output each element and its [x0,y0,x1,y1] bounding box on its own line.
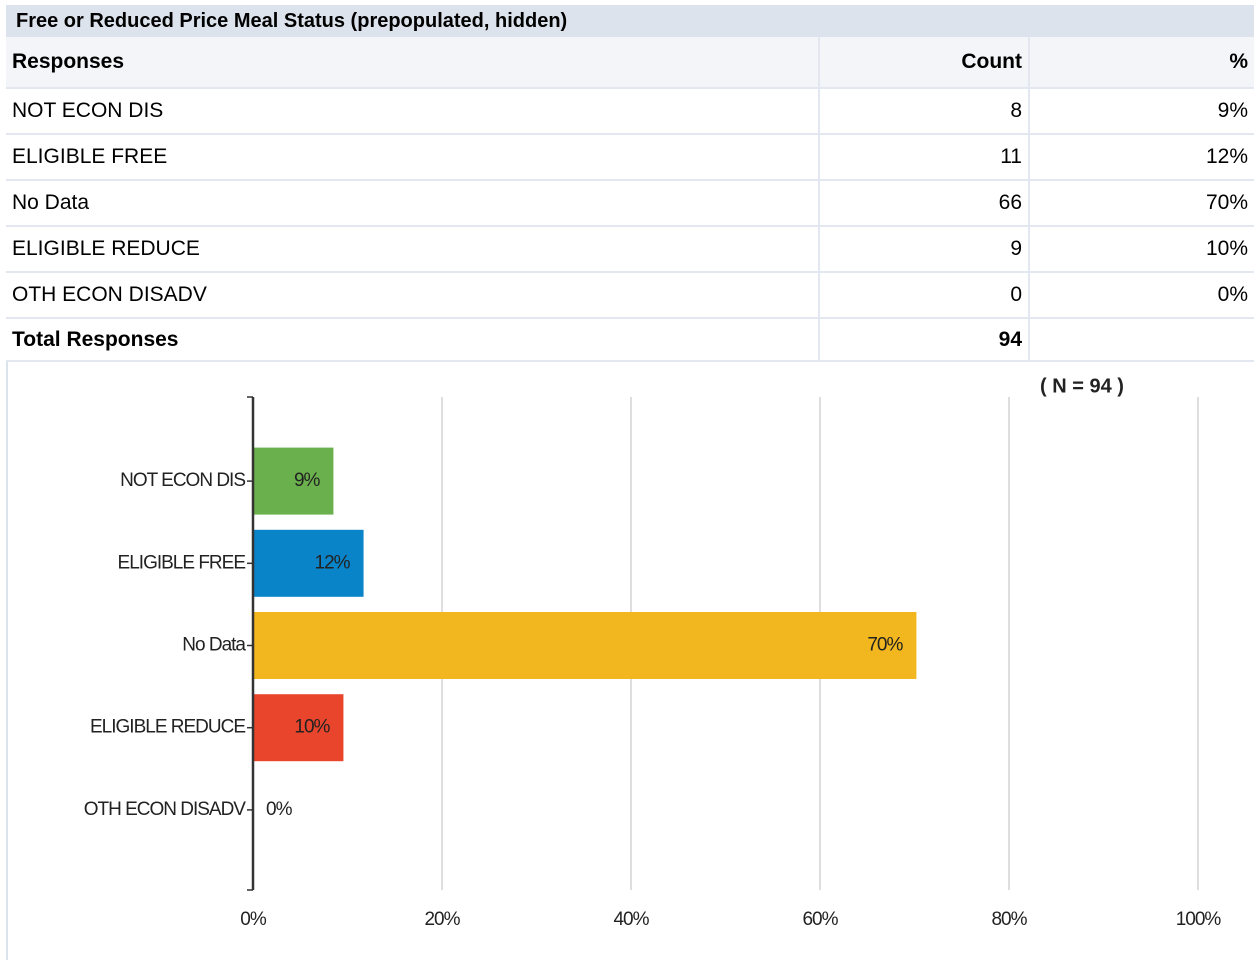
table-cell: 11 [820,135,1030,179]
table-cell: No Data [6,181,820,225]
y-tick-label: ELIGIBLE FREE [118,552,246,573]
table-cell: 70% [1205,191,1248,214]
x-tick-label: 100% [1176,909,1222,930]
bar [253,612,917,679]
table-cell: NOT ECON DIS [6,89,820,133]
total-empty [1030,319,1254,360]
table-body: NOT ECON DIS 8 9% ELIGIBLE FREE 11 12% No Data… [6,89,1254,319]
table-cell: 66 [820,181,1030,225]
value-label: 9% [294,470,321,491]
table-cell: 10% [1205,237,1248,260]
total-row: Total Responses 94 [6,319,1254,362]
table-cell: 0 [820,273,1030,317]
x-tick-label: 20% [424,909,460,930]
table-cell: ELIGIBLE REDUCE [6,227,820,271]
table-cell: OTH ECON DISADV [6,273,820,317]
x-tick-label: 40% [613,909,649,930]
chart: ( N = 94 ) 0% 20% 40% 60% 80% 100% NOT ECON DI… [6,362,1222,960]
value-label: 10% [294,717,330,738]
table-cell: 8 [820,89,1030,133]
bar [253,447,334,515]
table-row: OTH ECON DISADV 0 0% [6,273,1254,319]
y-tick-label: NOT ECON DIS [120,470,245,491]
value-label: 70% [867,635,903,656]
table-row: No Data 66 70% [6,181,1254,227]
header-cell: Responses [6,37,820,87]
table-row: NOT ECON DIS 8 9% [6,89,1254,135]
table-row: ELIGIBLE REDUCE 9 10% [6,227,1254,273]
header-row: Responses Count % [6,37,1254,89]
table-cell: ELIGIBLE FREE [6,135,820,179]
value-label: 12% [315,552,351,573]
annotation: ( N = 94 ) [1040,375,1124,397]
total-label: Total Responses [6,319,820,360]
chart-border [6,362,8,960]
x-tick-label: 60% [802,909,838,930]
value-label: 0% [266,799,293,820]
y-tick-label: ELIGIBLE REDUCE [90,717,245,738]
table-cell: 9% [1217,99,1248,122]
table-title: Free or Reduced Price Meal Status (prepo… [6,5,1254,37]
bar [253,694,344,762]
y-tick-label: No Data [182,635,246,656]
table-cell: 9 [820,227,1030,271]
x-tick-label: 0% [240,909,267,930]
table-cell: 12% [1205,145,1248,168]
header-cell: % [1229,50,1248,73]
y-tick-label: OTH ECON DISADV [84,799,247,820]
report-table: Free or Reduced Price Meal Status (prepo… [6,5,1254,362]
total-count: 94 [820,319,1030,360]
table-row: ELIGIBLE FREE 11 12% [6,135,1254,181]
bar [253,529,364,597]
x-tick-label: 80% [991,909,1027,930]
table-cell: 0% [1217,283,1248,306]
header-cell: Count [820,37,1030,87]
